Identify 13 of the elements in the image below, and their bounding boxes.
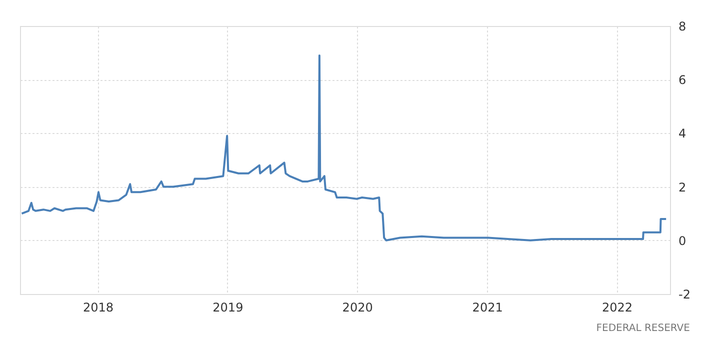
y-tick-label: 6 — [678, 73, 686, 88]
x-tick-label: 2021 — [472, 300, 503, 314]
line-series — [20, 54, 668, 242]
y-tick-label: 4 — [678, 126, 686, 141]
y-tick-label: 0 — [678, 234, 686, 248]
y-tick-label: -2 — [678, 288, 690, 302]
y-tick-label: 2 — [678, 180, 686, 194]
x-tick-label: 2020 — [342, 300, 373, 314]
text: FEDERAL RESERVE — [596, 323, 690, 334]
y-tick-label: 8 — [678, 20, 686, 34]
x-tick-label: 2019 — [212, 300, 244, 314]
x-tick-label: 2022 — [602, 300, 632, 314]
x-tick-label: 2018 — [83, 300, 114, 314]
